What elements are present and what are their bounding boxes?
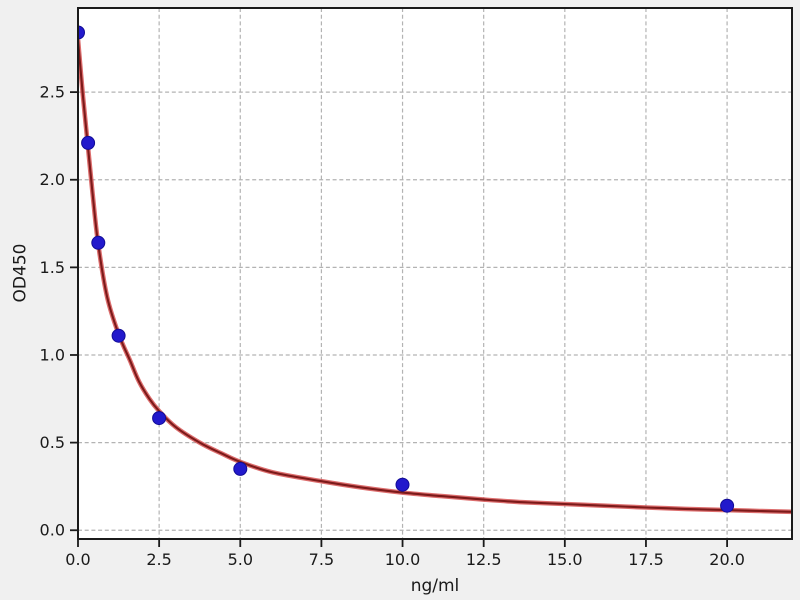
data-point	[81, 135, 96, 150]
x-tick-label: 20.0	[709, 550, 745, 569]
x-axis-label: ng/ml	[410, 576, 460, 596]
data-point	[91, 235, 106, 250]
x-tick-labels: 0.0 2.5 5.0 7.5 10.0 12.5 15.0 17.5 20.0	[65, 550, 745, 569]
y-tick-label: 1.0	[40, 346, 65, 365]
data-point	[111, 328, 126, 343]
axes-spines	[77, 7, 793, 540]
data-point	[395, 477, 410, 492]
x-tick-label: 10.0	[385, 550, 421, 569]
y-tick-labels: 0.0 0.5 1.0 1.5 2.0 2.5	[40, 83, 65, 540]
x-tick-label: 0.0	[65, 550, 90, 569]
x-tick-label: 2.5	[146, 550, 171, 569]
y-axis-label: OD450	[10, 243, 31, 303]
data-point	[152, 411, 167, 426]
data-point	[233, 461, 248, 476]
data-point	[720, 498, 735, 513]
x-tick-label: 7.5	[309, 550, 334, 569]
grid-lines	[77, 8, 792, 539]
data-points	[78, 25, 735, 513]
y-tick-label: 2.5	[40, 83, 65, 102]
x-tick-label: 12.5	[466, 550, 502, 569]
y-tick-label: 0.5	[40, 433, 65, 452]
tick-marks	[70, 91, 728, 547]
plot-area	[78, 8, 792, 539]
x-tick-label: 5.0	[228, 550, 253, 569]
y-tick-label: 0.0	[40, 521, 65, 540]
y-tick-label: 1.5	[40, 258, 65, 277]
x-tick-label: 17.5	[628, 550, 664, 569]
data-point	[78, 25, 85, 40]
y-tick-label: 2.0	[40, 170, 65, 189]
x-tick-label: 15.0	[547, 550, 583, 569]
